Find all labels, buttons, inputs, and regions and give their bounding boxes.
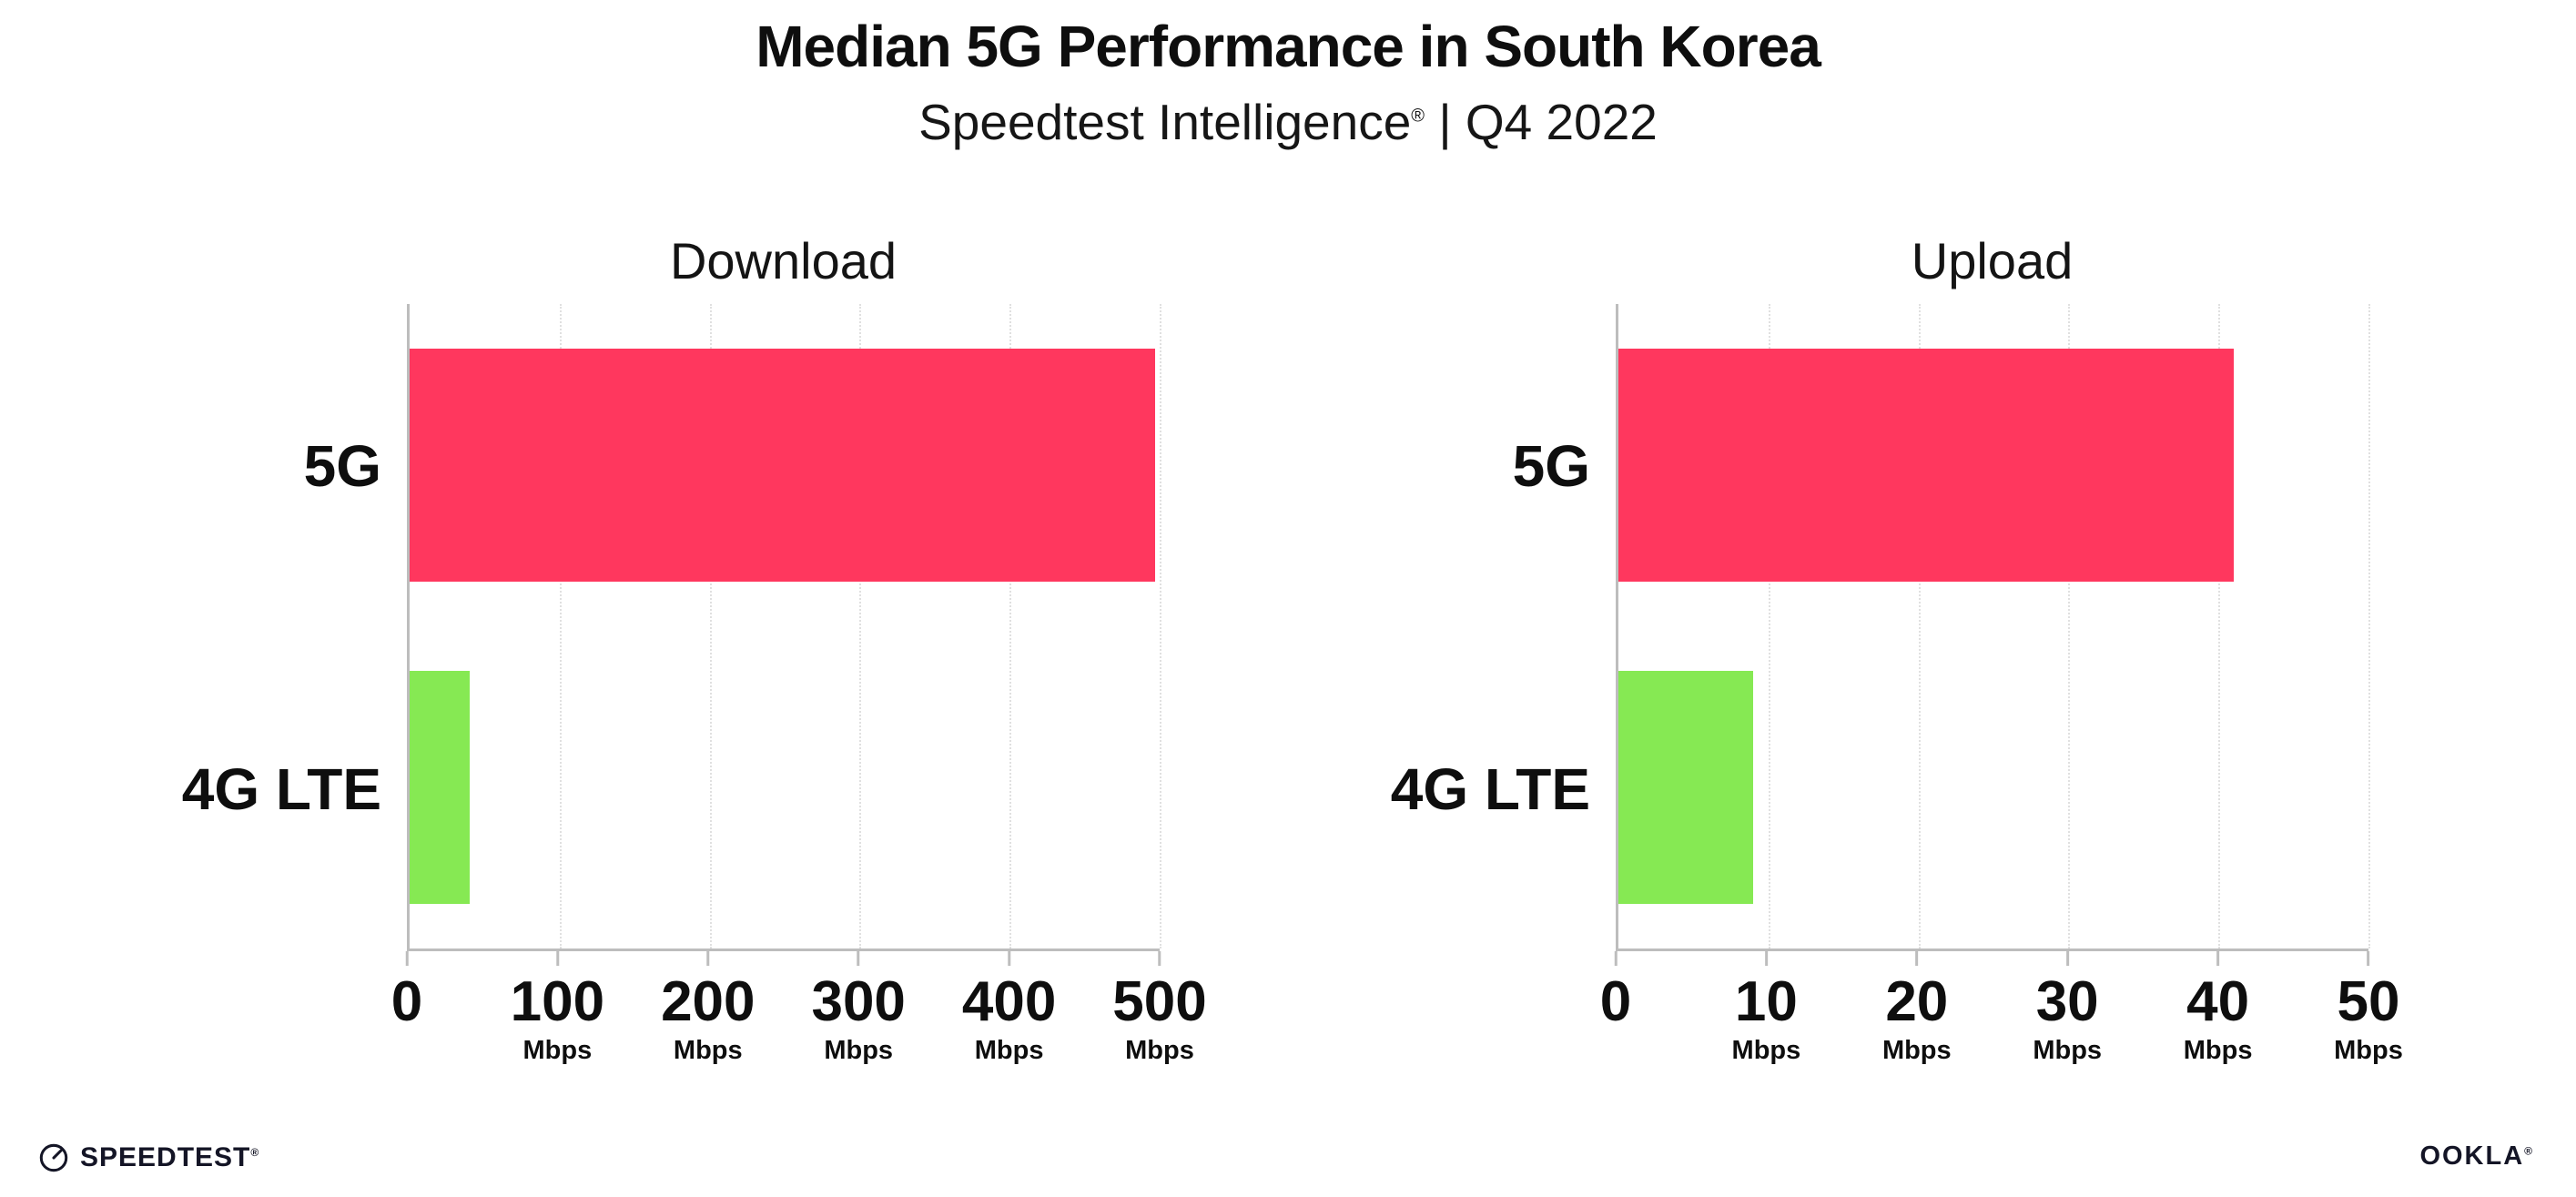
tick-number: 200 [661, 970, 756, 1033]
x-tick: 0 [391, 951, 422, 1033]
ookla-registered-mark: ® [2524, 1144, 2534, 1158]
tick-unit: Mbps [2334, 1036, 2403, 1066]
tick-unit: Mbps [2033, 1036, 2103, 1066]
tick-mark [1008, 951, 1011, 966]
tick-mark [405, 951, 409, 966]
chart-title: Download [669, 232, 898, 289]
x-axis: 0 100 Mbps 200 Mbps 300 Mbps 400 Mbps 500 Mbps [391, 951, 1207, 1106]
x-tick: 40 Mbps [2183, 951, 2253, 1066]
y-axis: 5G 4G LTE [1352, 304, 1616, 951]
x-tick: 200 Mbps [661, 951, 756, 1066]
tick-unit: Mbps [522, 1036, 593, 1066]
chart-title: Upload [1911, 232, 2074, 289]
subtitle-brand: Speedtest Intelligence [918, 93, 1412, 150]
gridline [2068, 304, 2071, 948]
bar-4g-lte [410, 670, 470, 905]
page-title: Median 5G Performance in South Korea [756, 14, 1821, 79]
subtitle-period: | Q4 2022 [1425, 93, 1658, 150]
speedtest-gauge-icon [39, 1143, 68, 1172]
tick-number: 20 [1885, 970, 1949, 1033]
x-tick: 30 Mbps [2033, 951, 2102, 1066]
y-axis-label: 5G [303, 432, 381, 499]
tick-number: 50 [2337, 970, 2400, 1033]
tick-mark [2367, 951, 2370, 966]
gridline [709, 304, 712, 948]
tick-number: 10 [1734, 970, 1798, 1033]
tick-unit: Mbps [1731, 1036, 1801, 1066]
tick-unit: Mbps [1125, 1036, 1194, 1066]
speedtest-registered-mark: ® [250, 1146, 260, 1159]
upload-chart: Upload 5G 4G LTE 0 10 Mbps 20 Mbps 30 Mbps 40 Mbp… [1352, 218, 2403, 1106]
tick-number: 500 [1112, 970, 1207, 1033]
bar-5g [410, 348, 1156, 583]
gridline [1009, 304, 1012, 948]
tick-unit: Mbps [2183, 1036, 2253, 1066]
tick-number: 0 [1599, 970, 1632, 1033]
x-tick: 50 Mbps [2334, 951, 2403, 1066]
tick-unit: Mbps [1881, 1036, 1952, 1066]
tick-mark [706, 951, 710, 966]
tick-mark [1158, 951, 1161, 966]
download-chart: Download 5G 4G LTE 0 100 Mbps 200 Mbps 300 Mbps… [143, 218, 1207, 1106]
bar-5g [1618, 348, 2234, 583]
ookla-wordmark-text: OOKLA [2419, 1141, 2525, 1171]
tick-number: 100 [510, 970, 605, 1033]
speedtest-logo: SPEEDTEST® [38, 1142, 259, 1173]
bar-row [410, 626, 1160, 948]
tick-unit: Mbps [824, 1036, 894, 1066]
chart-header: Median 5G Performance in South Korea Spe… [0, 14, 2576, 151]
tick-number: 300 [811, 970, 906, 1033]
gridline [1768, 304, 1770, 948]
y-axis-label: 4G LTE [181, 756, 381, 823]
tick-mark [1915, 951, 1919, 966]
tick-mark [2216, 951, 2220, 966]
speedtest-wordmark: SPEEDTEST® [80, 1142, 259, 1173]
x-tick: 20 Mbps [1882, 951, 1952, 1066]
tick-mark [555, 951, 559, 966]
gridline [1160, 304, 1161, 948]
tick-number: 400 [961, 970, 1057, 1033]
tick-mark [2065, 951, 2069, 966]
tick-mark [1614, 951, 1618, 966]
tick-unit: Mbps [974, 1036, 1044, 1066]
gridline [859, 304, 862, 948]
tick-unit: Mbps [673, 1036, 743, 1066]
page-subtitle: Speedtest Intelligence® | Q4 2022 [0, 93, 2576, 151]
plot-area [407, 304, 1161, 951]
tick-number: 30 [2035, 970, 2099, 1033]
registered-mark: ® [1411, 106, 1425, 127]
y-axis-label: 5G [1512, 432, 1590, 499]
x-tick: 500 Mbps [1112, 951, 1207, 1066]
gridline [559, 304, 562, 948]
gridline [2218, 304, 2221, 948]
tick-mark [857, 951, 860, 966]
y-axis-label: 4G LTE [1390, 756, 1590, 823]
plot-area [1616, 304, 2370, 951]
bar-row [410, 304, 1160, 626]
bar-4g-lte [1618, 670, 1754, 905]
x-tick: 0 [1600, 951, 1631, 1033]
x-tick: 100 Mbps [511, 951, 604, 1066]
bar-row [1618, 304, 2368, 626]
speedtest-wordmark-text: SPEEDTEST [80, 1142, 251, 1172]
tick-mark [1764, 951, 1768, 966]
x-tick: 400 Mbps [962, 951, 1056, 1066]
x-tick: 10 Mbps [1731, 951, 1801, 1066]
tick-number: 40 [2186, 970, 2250, 1033]
gridline [1918, 304, 1921, 948]
x-axis: 0 10 Mbps 20 Mbps 30 Mbps 40 Mbps 50 Mbps [1600, 951, 2403, 1106]
ookla-logo: OOKLA® [2419, 1141, 2534, 1172]
gridline [2368, 304, 2370, 948]
y-axis: 5G 4G LTE [143, 304, 407, 951]
tick-number: 0 [390, 970, 423, 1033]
x-tick: 300 Mbps [811, 951, 906, 1066]
bar-row [1618, 626, 2368, 948]
